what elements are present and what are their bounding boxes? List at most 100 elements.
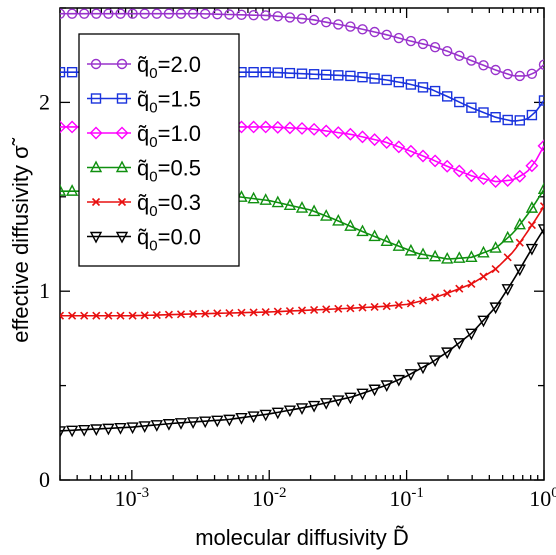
data-point (297, 306, 307, 315)
data-point (455, 284, 464, 293)
data-point (259, 120, 273, 134)
data-point (127, 8, 138, 19)
data-point (442, 45, 453, 57)
data-point (333, 70, 344, 81)
data-point (189, 309, 198, 319)
data-point (260, 66, 271, 78)
data-point (539, 202, 544, 208)
data-point (501, 173, 515, 187)
data-point (295, 121, 309, 135)
data-point (139, 8, 150, 19)
data-point (60, 426, 67, 438)
data-point (271, 407, 284, 420)
data-point (345, 21, 356, 32)
data-point (321, 69, 332, 80)
data-point (60, 184, 67, 196)
data-point (527, 221, 536, 230)
x-tick-label: 100 (529, 485, 556, 511)
data-point (65, 120, 79, 134)
legend-marker (90, 93, 102, 104)
data-point (357, 24, 368, 35)
data-point (115, 8, 126, 19)
data-point (428, 249, 442, 262)
data-point (406, 299, 415, 308)
data-point (225, 308, 234, 318)
data-point (60, 311, 65, 317)
data-point (344, 392, 357, 405)
data-point (307, 122, 321, 136)
data-point (212, 8, 223, 20)
data-point (466, 102, 477, 113)
data-point (296, 68, 308, 79)
data-point (261, 307, 270, 317)
data-point (513, 264, 526, 277)
y-axis-title: effective diffusivity σ̃ (8, 137, 33, 342)
legend-marker (116, 58, 128, 70)
data-point (66, 8, 78, 19)
data-point (404, 144, 418, 158)
data-point (128, 311, 137, 320)
legend-marker (115, 126, 129, 140)
data-point (526, 109, 538, 121)
data-point (295, 403, 309, 415)
data-point (333, 19, 344, 30)
legend-marker (116, 93, 128, 104)
data-point (358, 303, 367, 312)
data-point (140, 311, 149, 320)
data-point (237, 308, 246, 317)
data-point (539, 205, 544, 211)
data-point (392, 239, 405, 251)
x-tick-label: 10-2 (252, 485, 287, 511)
data-point (65, 425, 79, 438)
data-point (503, 253, 512, 262)
data-point (343, 127, 357, 141)
data-point (322, 305, 331, 314)
data-point (490, 112, 501, 123)
data-point (525, 243, 539, 256)
data-point (332, 395, 345, 408)
data-point (150, 420, 163, 432)
data-point (490, 64, 501, 76)
data-point (283, 198, 297, 210)
data-point (247, 411, 260, 424)
data-point (392, 140, 406, 154)
data-point (151, 8, 163, 19)
legend-marker (89, 231, 103, 244)
data-point (368, 384, 381, 397)
data-point (319, 124, 333, 138)
x-tick-label: 10-3 (115, 485, 150, 511)
data-point (416, 149, 430, 163)
data-point (321, 16, 332, 28)
data-point (345, 70, 356, 82)
data-point (103, 8, 114, 19)
series-5 (60, 224, 544, 438)
data-point (116, 311, 125, 320)
data-point (418, 296, 428, 305)
data-point (416, 247, 430, 260)
data-point (211, 415, 224, 428)
data-point (357, 71, 368, 83)
data-point (310, 305, 319, 314)
data-point (320, 209, 333, 221)
legend-label: q̃0=0.0 (137, 225, 201, 255)
data-point (478, 60, 489, 71)
data-point (174, 418, 188, 430)
data-point (502, 114, 513, 126)
legend-marker (117, 197, 127, 207)
data-point (248, 66, 259, 78)
data-point (272, 11, 283, 22)
data-point (283, 121, 297, 135)
data-point (440, 159, 454, 173)
data-point (60, 120, 67, 134)
data-point (199, 8, 211, 20)
data-point (428, 154, 442, 168)
data-point (453, 251, 466, 263)
data-point (320, 398, 333, 410)
data-point (416, 362, 430, 375)
data-point (477, 245, 490, 258)
data-point (429, 85, 441, 97)
data-point (477, 315, 490, 328)
data-point (453, 338, 466, 350)
y-tick-label: 0 (39, 467, 50, 492)
